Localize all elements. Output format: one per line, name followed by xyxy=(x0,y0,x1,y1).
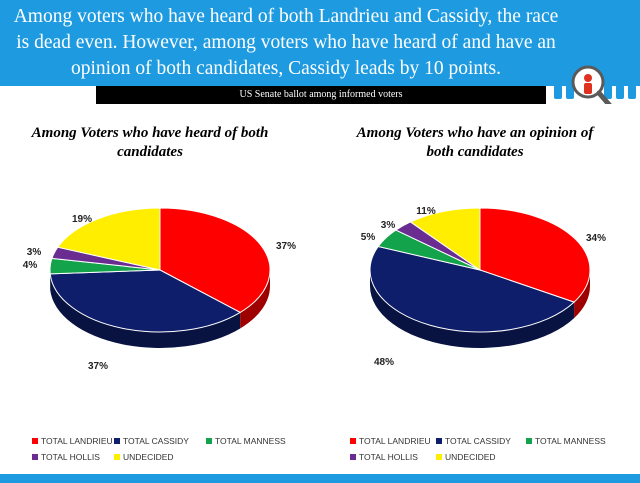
legend-swatch xyxy=(526,437,532,444)
legend-label: TOTAL CASSIDY xyxy=(445,436,511,446)
legend-swatch xyxy=(436,453,442,460)
pie2-label-total-hollis: 3% xyxy=(381,220,396,231)
legend2-item-total-manness: TOTAL MANNESS xyxy=(526,436,606,446)
legend-label: TOTAL CASSIDY xyxy=(123,436,189,446)
chart-title-right: Among Voters who have an opinion of both… xyxy=(356,125,594,160)
pie1-slice-undecided xyxy=(56,207,161,271)
pie1-slice-total-landrieu xyxy=(159,207,271,314)
chart-subtitle: US Senate ballot among informed voters xyxy=(239,89,403,100)
legend-swatch xyxy=(350,453,356,460)
pie2-slice-total-landrieu xyxy=(479,207,591,303)
pie1-label-total-manness: 4% xyxy=(23,260,38,271)
legend1-item-total-hollis: TOTAL HOLLIS xyxy=(32,452,100,462)
legend-swatch xyxy=(32,437,38,444)
page-headline: Among voters who have heard of both Land… xyxy=(13,6,559,79)
legend-label: TOTAL LANDRIEU xyxy=(41,436,113,446)
legend-swatch xyxy=(114,453,120,460)
pie2-label-total-manness: 5% xyxy=(361,232,376,243)
legend2-item-total-hollis: TOTAL HOLLIS xyxy=(350,452,418,462)
legend-label: TOTAL MANNESS xyxy=(215,436,286,446)
pie1-label-undecided: 19% xyxy=(72,214,92,225)
pie1-label-total-hollis: 3% xyxy=(27,247,42,258)
legend-swatch xyxy=(114,437,120,444)
pie2-label-undecided: 11% xyxy=(416,206,436,217)
legend1-item-total-cassidy: TOTAL CASSIDY xyxy=(114,436,189,446)
pie2-side-total-cassidy xyxy=(370,270,575,348)
chart-title-left: Among Voters who have heard of both cand… xyxy=(31,125,269,160)
legend-swatch xyxy=(32,453,38,460)
legend-swatch xyxy=(350,437,356,444)
pie-charts: 37% 37% 4% 3% 19% 34% 48% 5% 3% 11% xyxy=(23,206,606,372)
legend-swatch xyxy=(206,437,212,444)
header-banner xyxy=(0,0,640,86)
legend-label: TOTAL LANDRIEU xyxy=(359,436,431,446)
pie2-label-total-landrieu: 34% xyxy=(586,233,606,244)
pie1-slice-total-cassidy xyxy=(49,269,242,333)
pie2-label-total-cassidy: 48% xyxy=(374,357,394,368)
legend-label: TOTAL HOLLIS xyxy=(41,452,100,462)
pie1-side-total-landrieu xyxy=(240,270,270,329)
legend-label: TOTAL MANNESS xyxy=(535,436,606,446)
legend-label: UNDECIDED xyxy=(445,452,496,462)
pie1-label-total-cassidy: 37% xyxy=(88,361,108,372)
legend-label: UNDECIDED xyxy=(123,452,174,462)
legend1-item-total-landrieu: TOTAL LANDRIEU xyxy=(32,436,113,446)
legend1-item-undecided: UNDECIDED xyxy=(114,452,174,462)
pie2-slice-total-cassidy xyxy=(369,245,576,333)
footer-bar xyxy=(0,474,640,483)
legend-swatch xyxy=(436,437,442,444)
legend2-item-total-landrieu: TOTAL LANDRIEU xyxy=(350,436,431,446)
legend1-item-total-manness: TOTAL MANNESS xyxy=(206,436,286,446)
pie2-slice-undecided xyxy=(409,207,481,271)
people-magnifier-icon xyxy=(554,65,636,111)
pie1-label-total-landrieu: 37% xyxy=(276,241,296,252)
chart-panel: Among Voters who have heard of both cand… xyxy=(0,104,640,474)
legend2-item-total-cassidy: TOTAL CASSIDY xyxy=(436,436,511,446)
subtitle-bar xyxy=(96,86,546,104)
legend2-item-undecided: UNDECIDED xyxy=(436,452,496,462)
legend-label: TOTAL HOLLIS xyxy=(359,452,418,462)
